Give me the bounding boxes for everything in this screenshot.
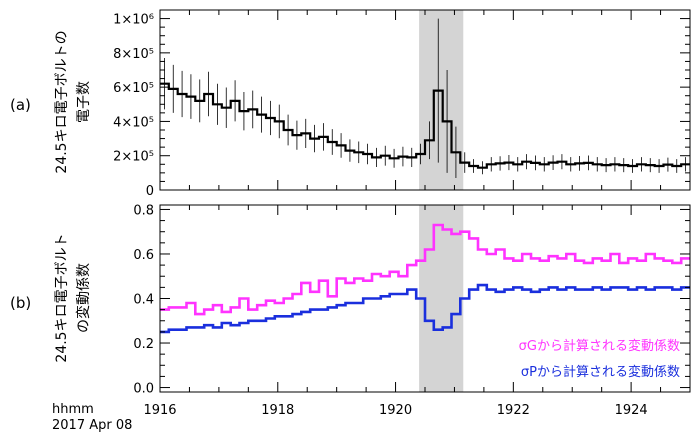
panel-b-y-tick-label: 0.8 <box>133 203 154 218</box>
sigma-p-line <box>160 283 690 334</box>
ticks-a: 0 2×10⁵ 4×10⁵ 6×10⁵ 8×10⁵ 1×10⁶ <box>113 10 691 199</box>
highlight-shade-a <box>419 10 464 190</box>
x-tick-label: 1918 <box>261 403 294 418</box>
legend-sigma-p: σPから計算される変動係数 <box>521 364 680 380</box>
panel-a-y-tick-label: 2×10⁵ <box>113 150 154 165</box>
x-caption-date: 2017 Apr 08 <box>52 418 132 433</box>
panel-a-y-tick-label: 0 <box>146 184 154 199</box>
panel-a-y-tick-label: 8×10⁵ <box>113 47 154 62</box>
panel-b-y-tick-label: 0.2 <box>133 337 154 352</box>
panel-a-y-tick-label: 1×10⁶ <box>113 13 154 28</box>
legend-sigma-g: σGから計算される変動係数 <box>519 338 680 354</box>
sigma-g-line <box>160 223 690 316</box>
panel-b-y-tick-label: 0.0 <box>133 382 154 397</box>
panel-a-y-tick-label: 6×10⁵ <box>113 81 154 96</box>
panel-b: 0.0 0.2 0.4 0.6 0.8 (b) 24.5キロ電子ボルト の変動係数 σG… <box>10 203 691 397</box>
highlight-shade-b <box>419 205 464 392</box>
ticks-b: 0.0 0.2 0.4 0.6 0.8 <box>133 203 691 397</box>
panel-a-y-tick-label: 4×10⁵ <box>113 115 154 130</box>
x-caption-hhmm: hhmm <box>52 402 94 417</box>
panel-label-b: (b) <box>10 294 31 312</box>
x-tick-label: 1922 <box>497 403 530 418</box>
x-tick-labels: 1916 1918 1920 1922 1924 <box>143 403 647 418</box>
y-axis-label-a-line1: 24.5キロ電子ボルトの <box>54 30 70 173</box>
x-tick-label: 1924 <box>615 403 648 418</box>
x-tick-label: 1916 <box>143 403 176 418</box>
panel-b-y-tick-label: 0.6 <box>133 248 154 263</box>
y-axis-label-b-line1: 24.5キロ電子ボルト <box>54 233 70 362</box>
panel-label-a: (a) <box>10 96 31 114</box>
panel-b-y-tick-label: 0.4 <box>133 293 154 308</box>
y-axis-label-b-line2: の変動係数 <box>75 263 92 333</box>
x-tick-label: 1920 <box>379 403 412 418</box>
electron-count-line <box>160 82 690 169</box>
y-axis-label-a-line2: 電子数 <box>76 81 92 123</box>
panel-a: 0 2×10⁵ 4×10⁵ 6×10⁵ 8×10⁵ 1×10⁶ (a) 24.5キロ電子ボ… <box>10 9 691 199</box>
